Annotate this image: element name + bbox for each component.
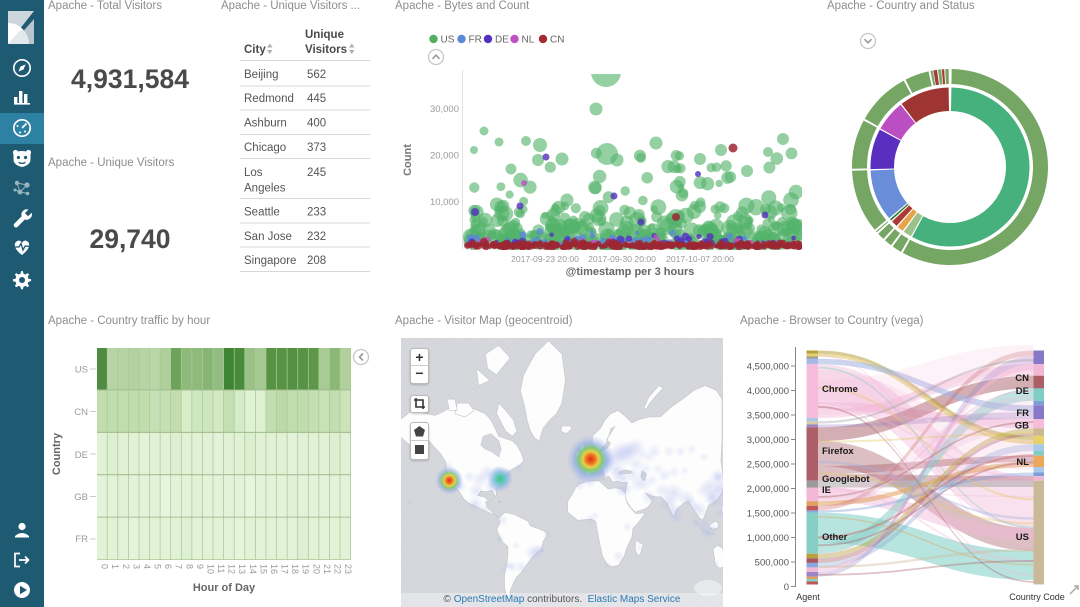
svg-text:San Jose: San Jose [244, 231, 292, 243]
svg-text:208: 208 [307, 255, 326, 267]
svg-text:NL: NL [1016, 457, 1029, 468]
svg-text:CN: CN [74, 407, 88, 418]
svg-text:Country Code: Country Code [1009, 592, 1065, 602]
svg-text:23: 23 [343, 564, 353, 574]
svg-text:FR: FR [469, 35, 482, 46]
svg-text:DE: DE [1016, 386, 1029, 397]
svg-text:4,500,000: 4,500,000 [747, 362, 789, 373]
svg-text:3,500,000: 3,500,000 [747, 411, 789, 422]
svg-text:Chrome: Chrome [822, 384, 858, 395]
svg-text:7: 7 [174, 564, 184, 569]
svg-text:562: 562 [307, 69, 326, 81]
svg-text:CN: CN [1015, 373, 1029, 384]
svg-text:232: 232 [307, 231, 326, 243]
svg-text:373: 373 [307, 142, 326, 154]
svg-text:2: 2 [121, 564, 131, 569]
svg-text:0: 0 [100, 564, 110, 569]
svg-text:City: City [244, 44, 266, 56]
svg-text:1,000,000: 1,000,000 [747, 533, 789, 544]
svg-text:Seattle: Seattle [244, 207, 280, 219]
svg-text:12: 12 [227, 564, 237, 574]
svg-text:4: 4 [142, 564, 152, 569]
svg-text:Singapore: Singapore [244, 255, 296, 267]
svg-text:Count: Count [402, 144, 414, 176]
svg-text:2017-10-07 20:00: 2017-10-07 20:00 [666, 254, 734, 264]
svg-text:2,000,000: 2,000,000 [747, 484, 789, 495]
svg-text:Beijing: Beijing [244, 69, 279, 81]
svg-text:Hour of Day: Hour of Day [193, 582, 256, 594]
svg-text:2,500,000: 2,500,000 [747, 460, 789, 471]
svg-text:0: 0 [784, 582, 789, 593]
svg-text:US: US [75, 365, 88, 376]
svg-text:10: 10 [205, 564, 215, 574]
svg-text:30,000: 30,000 [430, 104, 459, 115]
svg-text:Los: Los [244, 167, 263, 179]
svg-text:2017-09-23 20:00: 2017-09-23 20:00 [511, 254, 579, 264]
svg-text:20,000: 20,000 [430, 151, 459, 162]
svg-text:21: 21 [322, 564, 332, 574]
svg-text:Angeles: Angeles [244, 183, 286, 195]
svg-text:DE: DE [75, 450, 88, 461]
svg-text:5: 5 [153, 564, 163, 569]
svg-text:9: 9 [195, 564, 205, 569]
svg-text:Googlebot: Googlebot [822, 474, 870, 485]
svg-text:FR: FR [1016, 408, 1029, 419]
svg-text:8: 8 [184, 564, 194, 569]
svg-text:11: 11 [216, 564, 226, 573]
svg-text:15: 15 [258, 564, 268, 574]
svg-text:Unique: Unique [305, 29, 344, 41]
svg-text:Visitors: Visitors [305, 44, 347, 56]
svg-text:1,500,000: 1,500,000 [747, 509, 789, 520]
svg-text:233: 233 [307, 207, 326, 219]
svg-text:19: 19 [301, 564, 311, 574]
svg-text:13: 13 [237, 564, 247, 574]
svg-text:4,000,000: 4,000,000 [747, 386, 789, 397]
svg-text:GB: GB [1015, 421, 1029, 432]
svg-text:Redmond: Redmond [244, 93, 294, 105]
svg-text:17: 17 [280, 564, 290, 574]
svg-text:FR: FR [75, 534, 88, 545]
svg-text:CN: CN [550, 35, 564, 46]
svg-text:NL: NL [522, 35, 535, 46]
svg-text:14: 14 [248, 564, 258, 574]
svg-text:Other: Other [822, 532, 848, 543]
svg-text:IE: IE [822, 485, 831, 496]
svg-text:245: 245 [307, 167, 326, 179]
svg-text:Chicago: Chicago [244, 142, 286, 154]
svg-text:@timestamp per 3 hours: @timestamp per 3 hours [566, 266, 695, 278]
svg-text:445: 445 [307, 93, 326, 105]
svg-text:2017-09-30 20:00: 2017-09-30 20:00 [588, 254, 656, 264]
svg-text:DE: DE [495, 35, 509, 46]
svg-text:Ashburn: Ashburn [244, 118, 287, 130]
svg-text:500,000: 500,000 [755, 558, 789, 569]
svg-text:6: 6 [163, 564, 173, 569]
svg-text:3: 3 [131, 564, 141, 569]
svg-text:Country: Country [51, 432, 63, 475]
svg-text:Firefox: Firefox [822, 446, 854, 457]
svg-text:US: US [1016, 532, 1029, 543]
svg-text:1: 1 [110, 564, 120, 569]
svg-text:GB: GB [74, 492, 88, 503]
svg-text:22: 22 [332, 564, 342, 574]
svg-text:18: 18 [290, 564, 300, 574]
svg-text:3,000,000: 3,000,000 [747, 435, 789, 446]
svg-text:10,000: 10,000 [430, 197, 459, 208]
svg-text:16: 16 [269, 564, 279, 574]
svg-text:20: 20 [311, 564, 321, 574]
svg-text:US: US [441, 35, 455, 46]
svg-text:Agent: Agent [796, 592, 820, 602]
svg-text:400: 400 [307, 118, 326, 130]
